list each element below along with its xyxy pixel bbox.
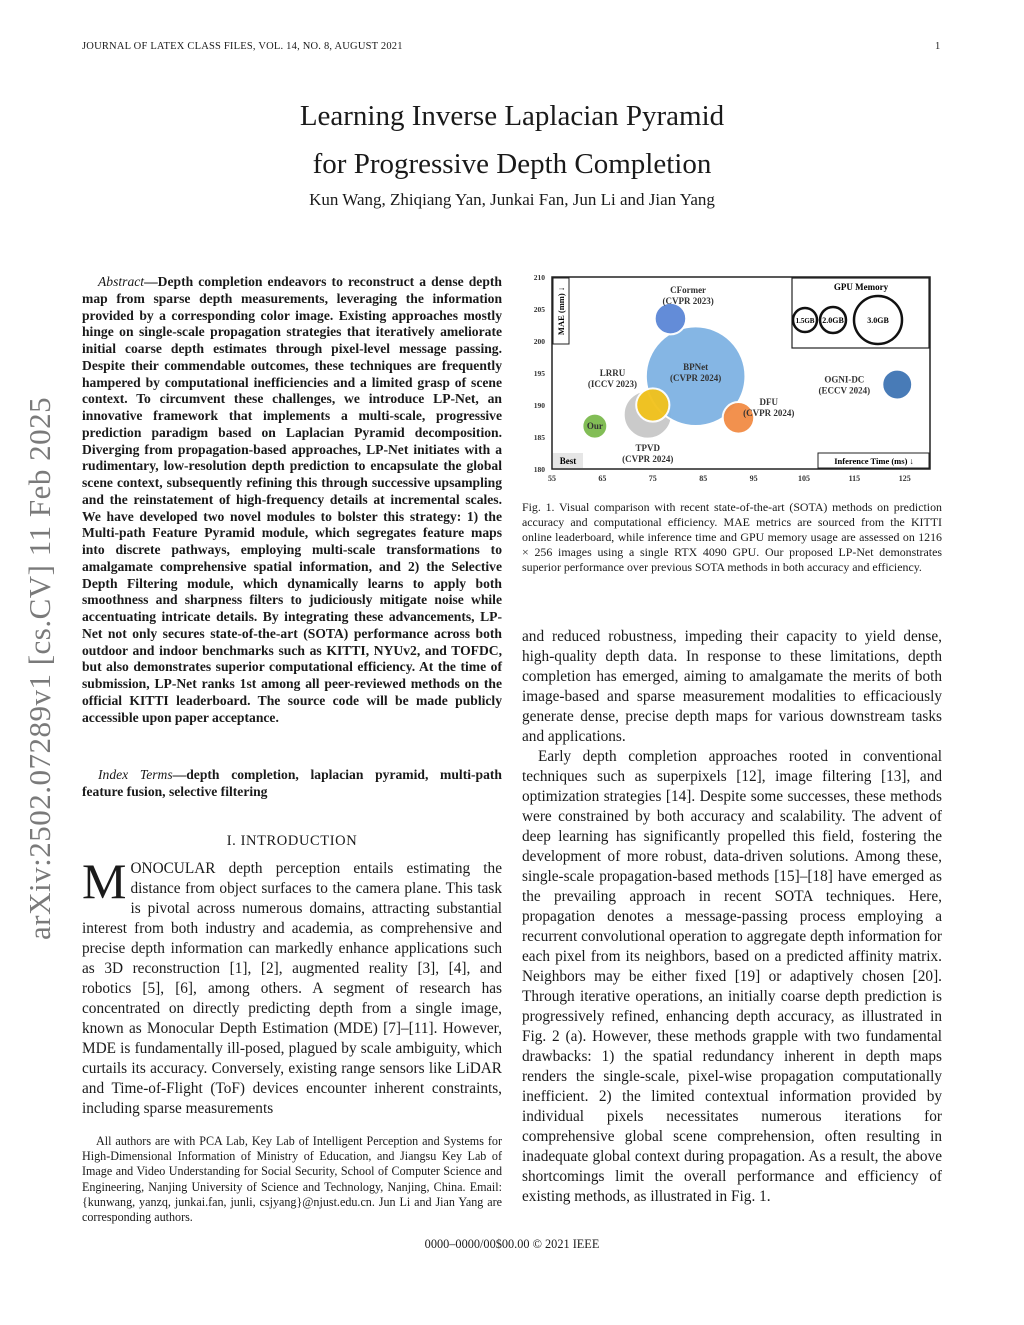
best-box <box>553 453 583 468</box>
size-legend-circle <box>791 306 819 334</box>
bubble-label: LRRU <box>600 368 626 378</box>
paper-title: Learning Inverse Laplacian Pyramid for P… <box>0 92 1024 188</box>
x-tick-label: 65 <box>598 474 606 483</box>
bubble-label: Our <box>587 421 603 431</box>
x-tick-label: 125 <box>899 474 911 483</box>
index-terms: Index Terms—depth completion, laplacian … <box>82 767 502 801</box>
x-tick-label: 105 <box>798 474 810 483</box>
bubble-venue: (ECCV 2024) <box>819 386 871 396</box>
x-axis-label: Inference Time (ms) ↓ <box>834 456 914 466</box>
x-tick-label: 95 <box>750 474 758 483</box>
bubble-ogni-dc <box>881 368 914 401</box>
bubble-lrru <box>635 387 671 423</box>
title-line-1: Learning Inverse Laplacian Pyramid <box>299 100 725 132</box>
size-legend-circle <box>852 294 904 346</box>
x-tick-label: 55 <box>548 474 556 483</box>
size-legend-title: GPU Memory <box>834 282 889 292</box>
y-tick-label: 210 <box>534 273 546 282</box>
bubble-our <box>581 412 609 440</box>
intro-text: ONOCULAR depth perception entails estima… <box>82 860 502 1117</box>
bubble-bpnet <box>644 325 747 427</box>
plot-frame <box>551 276 931 470</box>
section-heading: I. INTRODUCTION <box>226 833 358 849</box>
abstract-label: Abstract <box>98 274 145 289</box>
bubble-label: TPVD <box>636 443 661 453</box>
bubble-venue: (CVPR 2024) <box>622 454 673 464</box>
index-terms-text: —depth completion, laplacian pyramid, mu… <box>82 767 502 799</box>
copyright-footer: 0000–0000/00$00.00 © 2021 IEEE <box>424 1237 600 1251</box>
y-tick-label: 185 <box>534 433 546 442</box>
best-label: Best <box>560 456 577 466</box>
bubble-venue: (ICCV 2023) <box>588 379 637 389</box>
size-legend-label: 1.5GB <box>796 317 815 325</box>
size-legend-label: 3.0GB <box>867 316 889 325</box>
bubble-dfu <box>721 401 756 435</box>
y-tick-label: 195 <box>534 369 546 378</box>
figure-caption: Fig. 1. Visual comparison with recent st… <box>522 500 942 574</box>
y-tick-label: 200 <box>534 337 546 346</box>
y-tick-label: 180 <box>534 465 546 474</box>
xlabel-box <box>817 452 930 469</box>
index-terms-label: Index Terms <box>98 767 173 782</box>
paragraph: Early depth completion approaches rooted… <box>522 748 942 1205</box>
arxiv-stamp: arXiv:2502.07289v1 [cs.CV] 11 Feb 2025 <box>22 396 57 940</box>
paragraph: and reduced robustness, impeding their c… <box>522 628 942 745</box>
bubble-label: OGNI-DC <box>824 375 864 385</box>
title-line-2: for Progressive Depth Completion <box>312 148 712 180</box>
bubble-label: DFU <box>759 397 778 407</box>
y-tick-label: 205 <box>534 305 546 314</box>
dropcap: M <box>82 853 127 909</box>
y-axis-label: MAE (mm) ↓ <box>556 287 566 335</box>
x-tick-label: 115 <box>849 474 861 483</box>
footnote: All authors are with PCA Lab, Key Lab of… <box>82 1134 502 1225</box>
right-column-text: and reduced robustness, impeding their c… <box>522 627 942 1207</box>
running-header: JOURNAL OF LATEX CLASS FILES, VOL. 14, N… <box>82 41 403 52</box>
bubble-venue: (CVPR 2023) <box>662 296 713 306</box>
size-legend-circle <box>818 305 848 335</box>
abstract: Abstract—Depth completion endeavors to r… <box>82 274 502 726</box>
authors: Kun Wang, Zhiqiang Yan, Junkai Fan, Jun … <box>309 190 715 209</box>
x-tick-label: 85 <box>699 474 707 483</box>
y-tick-label: 190 <box>534 401 546 410</box>
page-number: 1 <box>935 41 941 52</box>
bubble-venue: (CVPR 2024) <box>743 408 794 418</box>
abstract-text: —Depth completion endeavors to reconstru… <box>82 274 502 725</box>
intro-paragraph: M ONOCULAR depth perception entails estim… <box>82 853 502 1119</box>
bubble-cformer <box>653 301 688 336</box>
size-legend-label: 2.0GB <box>822 316 844 325</box>
bubble-label: BPNet <box>683 362 708 372</box>
bubble-label: CFormer <box>670 285 706 295</box>
figure-1-chart: 55 65 75 85 95 105 115 125 180 185 190 195 200 205 210… <box>534 273 931 483</box>
bubble-venue: (CVPR 2024) <box>670 373 721 383</box>
x-tick-label: 75 <box>649 474 657 483</box>
ylabel-box <box>552 277 570 345</box>
